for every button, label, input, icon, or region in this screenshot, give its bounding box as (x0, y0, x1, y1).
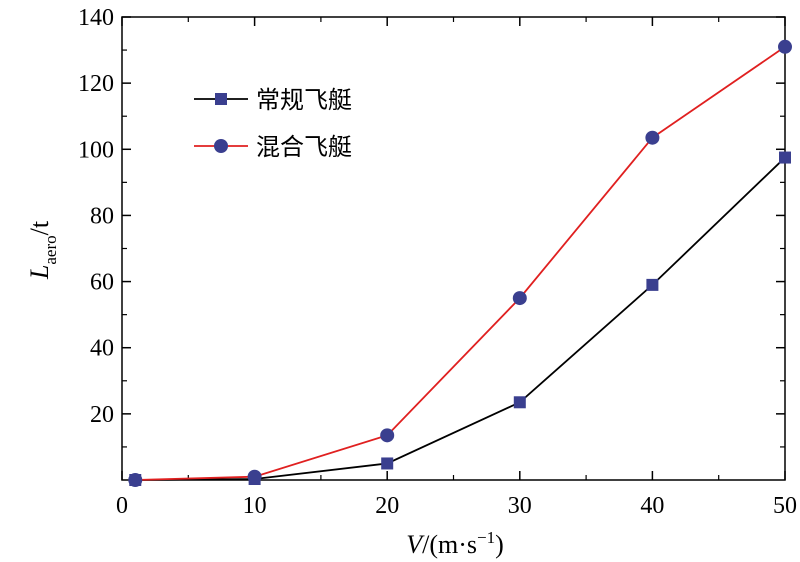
y-axis-title-variable: L (25, 265, 54, 280)
y-tick-label: 120 (78, 71, 114, 97)
series-line-2 (135, 46, 786, 481)
data-point-series-2 (778, 39, 792, 54)
series-line-1 (135, 156, 786, 481)
x-axis-title-variable: V (406, 530, 425, 559)
x-axis-title-unit: /(m·s (422, 530, 477, 559)
data-point-series-2 (247, 469, 262, 484)
series-markers (128, 39, 792, 487)
y-tick-label: 40 (90, 336, 114, 362)
data-point-series-2 (512, 291, 527, 306)
x-tick-label: 10 (243, 493, 267, 519)
x-tick-label: 0 (116, 493, 128, 519)
data-point-series-1 (779, 151, 791, 164)
x-tick-label: 20 (375, 493, 399, 519)
axis-ticks: 0 10 20 30 40 50 20 40 60 80 100 120 140 (78, 5, 797, 519)
data-point-series-1 (381, 457, 394, 470)
y-tick-label: 60 (90, 270, 114, 296)
series-lines (135, 46, 786, 481)
y-tick-label: 140 (78, 5, 114, 31)
legend-label-1: 常规飞艇 (256, 86, 352, 114)
data-point-series-1 (513, 396, 526, 409)
plot-frame (121, 16, 786, 481)
legend-marker-2 (214, 139, 228, 153)
data-point-series-2 (380, 428, 395, 443)
y-tick-label: 20 (90, 402, 114, 428)
data-point-series-2 (128, 473, 143, 487)
x-tick-label: 40 (640, 493, 664, 519)
data-point-series-1 (646, 278, 659, 291)
y-tick-label: 80 (90, 203, 114, 229)
legend-label-2: 混合飞艇 (256, 133, 352, 161)
y-tick-label: 100 (78, 137, 114, 163)
data-point-series-2 (645, 130, 660, 145)
y-axis-title: Laero/t (25, 220, 60, 280)
x-axis-title: V/(m·s−1) (406, 528, 504, 559)
x-tick-label: 50 (773, 493, 797, 519)
y-axis-title-subscript: aero (41, 235, 60, 264)
x-axis-title-close: ) (495, 530, 504, 559)
x-axis-title-exponent: −1 (477, 528, 495, 547)
x-tick-label: 30 (508, 493, 532, 519)
legend-marker-1 (215, 93, 227, 105)
plot-area (121, 16, 786, 481)
y-axis-title-unit: /t (25, 220, 54, 235)
